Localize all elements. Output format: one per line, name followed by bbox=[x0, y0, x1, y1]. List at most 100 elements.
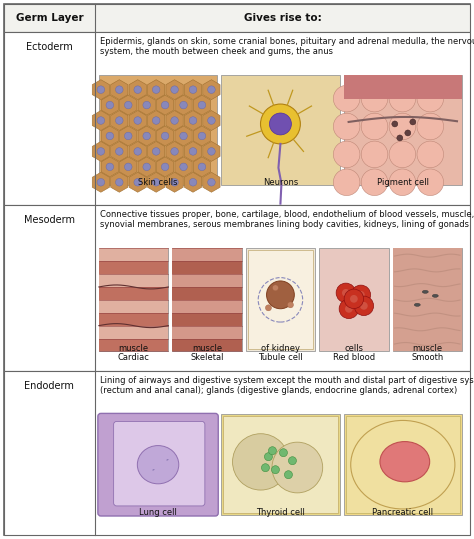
Bar bbox=[319, 248, 389, 351]
Polygon shape bbox=[110, 110, 128, 130]
Bar bbox=[172, 261, 242, 274]
Bar bbox=[221, 414, 340, 515]
Text: cells: cells bbox=[344, 344, 364, 354]
Text: of kidney: of kidney bbox=[261, 344, 300, 354]
Circle shape bbox=[208, 117, 215, 125]
Circle shape bbox=[261, 104, 301, 144]
Text: Lining of airways and digestive system except the mouth and distal part of diges: Lining of airways and digestive system e… bbox=[100, 376, 474, 385]
Bar bbox=[172, 248, 242, 351]
Bar bbox=[99, 274, 168, 287]
Circle shape bbox=[289, 457, 296, 465]
Polygon shape bbox=[193, 157, 210, 177]
Bar bbox=[99, 313, 168, 326]
Circle shape bbox=[180, 101, 187, 109]
Text: Gives rise to:: Gives rise to: bbox=[244, 13, 321, 23]
Polygon shape bbox=[156, 126, 174, 146]
Text: Cardiac: Cardiac bbox=[118, 354, 149, 362]
Circle shape bbox=[125, 163, 132, 171]
Circle shape bbox=[361, 85, 388, 112]
Polygon shape bbox=[138, 157, 155, 177]
Polygon shape bbox=[193, 95, 210, 115]
Text: Neurons: Neurons bbox=[263, 178, 298, 187]
Bar bbox=[99, 414, 217, 515]
Circle shape bbox=[106, 101, 114, 109]
Circle shape bbox=[342, 289, 350, 297]
Bar bbox=[392, 248, 462, 351]
FancyBboxPatch shape bbox=[114, 421, 205, 506]
Circle shape bbox=[106, 132, 114, 140]
Circle shape bbox=[339, 299, 358, 319]
Bar bbox=[344, 414, 462, 515]
Circle shape bbox=[361, 169, 388, 196]
Polygon shape bbox=[101, 157, 118, 177]
Circle shape bbox=[389, 85, 416, 112]
Polygon shape bbox=[175, 126, 192, 146]
Circle shape bbox=[344, 289, 364, 308]
Circle shape bbox=[336, 283, 356, 302]
Bar bbox=[4, 205, 470, 371]
Circle shape bbox=[134, 117, 142, 125]
Polygon shape bbox=[138, 126, 155, 146]
Bar bbox=[99, 248, 168, 261]
Circle shape bbox=[116, 117, 123, 125]
Text: Skeletal: Skeletal bbox=[190, 354, 224, 362]
Polygon shape bbox=[129, 141, 146, 161]
Bar bbox=[172, 287, 242, 300]
Circle shape bbox=[152, 117, 160, 125]
Circle shape bbox=[417, 113, 444, 140]
Polygon shape bbox=[129, 110, 146, 130]
Circle shape bbox=[268, 447, 276, 455]
Circle shape bbox=[397, 135, 403, 141]
Polygon shape bbox=[147, 110, 165, 130]
Text: Lung cell: Lung cell bbox=[139, 508, 177, 517]
Polygon shape bbox=[184, 141, 201, 161]
Polygon shape bbox=[166, 141, 183, 161]
Polygon shape bbox=[92, 80, 109, 100]
Circle shape bbox=[392, 121, 398, 127]
Circle shape bbox=[333, 85, 360, 112]
Circle shape bbox=[361, 113, 388, 140]
Circle shape bbox=[345, 305, 353, 313]
Polygon shape bbox=[166, 172, 183, 192]
Text: Pigment cell: Pigment cell bbox=[377, 178, 429, 187]
Circle shape bbox=[266, 281, 294, 309]
Circle shape bbox=[134, 178, 142, 186]
Ellipse shape bbox=[432, 294, 438, 298]
Text: Mesoderm: Mesoderm bbox=[24, 215, 75, 225]
Circle shape bbox=[97, 148, 105, 155]
Bar bbox=[99, 287, 168, 300]
Polygon shape bbox=[129, 80, 146, 100]
Circle shape bbox=[161, 101, 169, 109]
Circle shape bbox=[351, 285, 371, 305]
Bar bbox=[172, 326, 242, 338]
Ellipse shape bbox=[414, 303, 420, 306]
Polygon shape bbox=[92, 172, 109, 192]
Polygon shape bbox=[119, 157, 137, 177]
Polygon shape bbox=[193, 126, 210, 146]
Bar bbox=[99, 261, 168, 274]
Polygon shape bbox=[156, 95, 174, 115]
Circle shape bbox=[116, 148, 123, 155]
Bar bbox=[4, 371, 470, 535]
Bar bbox=[172, 274, 242, 287]
Circle shape bbox=[417, 85, 444, 112]
Circle shape bbox=[333, 113, 360, 140]
Circle shape bbox=[350, 295, 358, 303]
Circle shape bbox=[143, 132, 150, 140]
Polygon shape bbox=[166, 80, 183, 100]
Circle shape bbox=[389, 169, 416, 196]
Circle shape bbox=[280, 448, 287, 457]
Circle shape bbox=[233, 434, 289, 490]
Circle shape bbox=[189, 148, 197, 155]
Circle shape bbox=[410, 119, 416, 125]
Text: muscle: muscle bbox=[192, 344, 222, 354]
Bar bbox=[99, 74, 217, 185]
Ellipse shape bbox=[422, 291, 428, 293]
Circle shape bbox=[106, 163, 114, 171]
Circle shape bbox=[134, 86, 142, 93]
Circle shape bbox=[417, 169, 444, 196]
Polygon shape bbox=[175, 95, 192, 115]
Bar bbox=[392, 248, 462, 351]
Polygon shape bbox=[119, 126, 137, 146]
Circle shape bbox=[264, 453, 273, 461]
